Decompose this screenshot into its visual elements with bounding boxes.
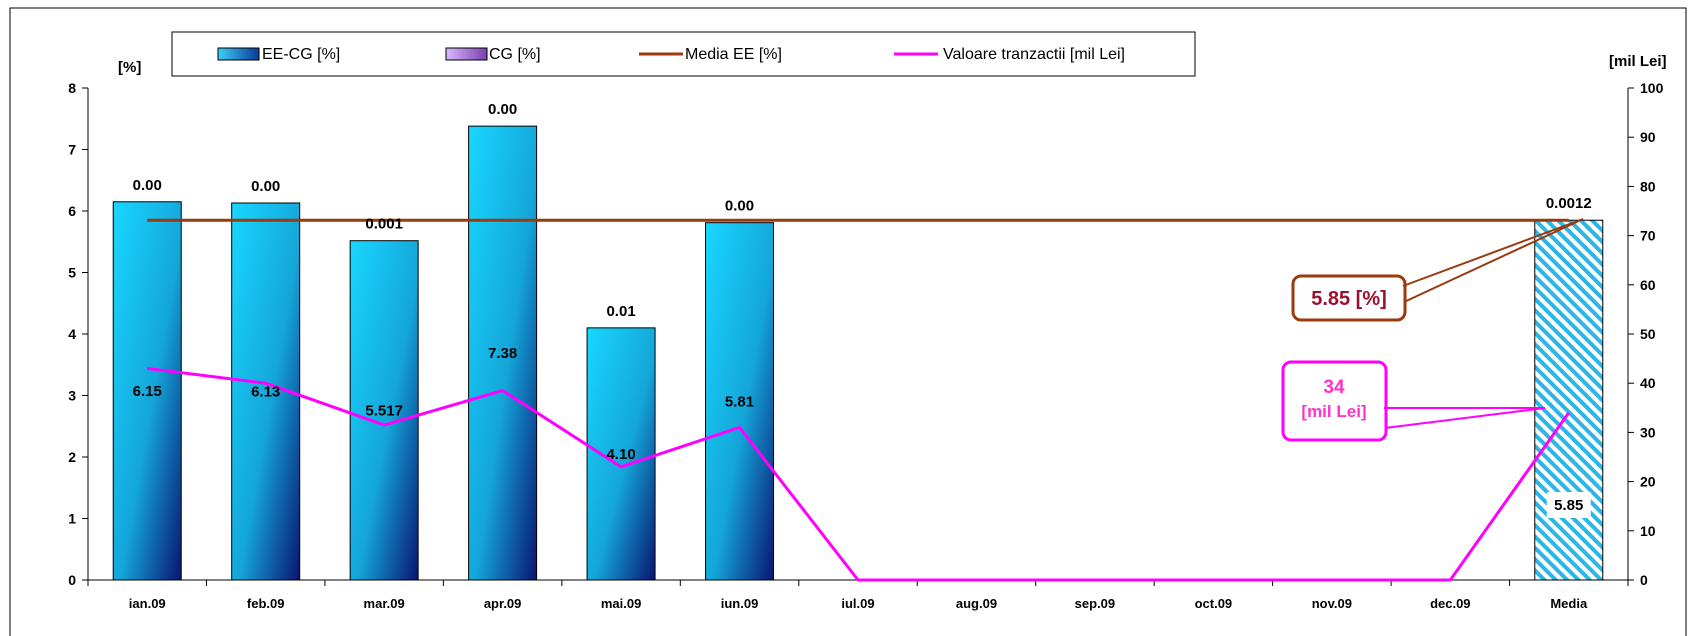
bars <box>112 125 1604 581</box>
callout-valoare: 34 [mil Lei] <box>1281 360 1546 442</box>
y-right-tick-label: 70 <box>1640 228 1656 244</box>
x-tick-label: nov.09 <box>1312 596 1352 611</box>
bar-ee-cg-media-label-bg <box>1546 492 1591 518</box>
y-left-tick-label: 0 <box>68 572 76 588</box>
bar-ee-cg-value-label: 7.38 <box>488 345 517 362</box>
callout-valoare-pointer <box>1384 407 1546 429</box>
x-tick-label: iul.09 <box>841 596 874 611</box>
y-left-tick-label: 4 <box>68 326 76 342</box>
bar-ee-cg-media <box>1534 219 1604 581</box>
legend-label-media-ee: Media EE [%] <box>685 46 782 63</box>
bar-ee-cg <box>112 201 182 581</box>
bar-ee-cg-value-label: 5.85 <box>1554 497 1583 514</box>
legend-label-ee-cg: EE-CG [%] <box>262 46 340 63</box>
x-ticks: ian.09 feb.09 mar.09 apr.09 mai.09 iun.09 iul.… <box>87 580 1629 611</box>
y-right-ticks: 0 10 20 30 40 50 60 70 80 90 100 <box>1628 80 1664 588</box>
y-left-tick-label: 5 <box>68 265 76 281</box>
bar-cg-value-label: 0.00 <box>251 178 280 195</box>
x-tick-label: Media <box>1550 596 1588 611</box>
bar-ee-cg-value-label: 6.15 <box>133 383 162 400</box>
y-right-tick-label: 80 <box>1640 178 1656 194</box>
y-right-tick-label: 20 <box>1640 474 1656 490</box>
x-tick-label: oct.09 <box>1195 596 1233 611</box>
bar-ee-cg <box>349 240 419 581</box>
x-tick-label: mar.09 <box>364 596 405 611</box>
bar-cg-value-label: 0.00 <box>488 101 517 118</box>
callout-media-ee-text: 5.85 [%] <box>1311 288 1387 310</box>
x-tick-label: ian.09 <box>129 596 166 611</box>
y-right-tick-label: 100 <box>1640 80 1664 96</box>
callout-valoare-value: 34 <box>1323 377 1345 398</box>
legend-box <box>171 31 1196 77</box>
y-right-tick-label: 90 <box>1640 129 1656 145</box>
x-tick-label: mai.09 <box>601 596 641 611</box>
bar-ee-cg-value-label: 4.10 <box>606 446 635 463</box>
data-labels: 6.15 0.00 6.13 0.00 5.517 0.001 7.38 0.00 4.10 0.… <box>133 101 1592 518</box>
x-tick-label: iun.09 <box>721 596 759 611</box>
y-left-tick-label: 7 <box>68 142 76 158</box>
callout-media-ee: 5.85 [%] <box>1291 218 1584 322</box>
lines <box>147 218 1570 582</box>
legend-swatch-ee-cg <box>217 47 260 61</box>
x-tick-label: apr.09 <box>484 596 522 611</box>
callout-media-ee-pointer <box>1402 218 1584 303</box>
legend: EE-CG [%] CG [%] Media EE [%] Valoare tr… <box>171 31 1196 77</box>
y-left-tick-label: 6 <box>68 203 76 219</box>
y-right-tick-label: 40 <box>1640 375 1656 391</box>
bar-cg-value-label: 0.00 <box>133 177 162 194</box>
line-valoare-tranzactii <box>147 366 1570 582</box>
y-left-tick-label: 1 <box>68 511 76 527</box>
bar-cg-value-label: 0.0012 <box>1546 195 1592 212</box>
bar-ee-cg-value-label: 5.517 <box>365 402 403 419</box>
callout-valoare-box <box>1281 360 1388 442</box>
y-left-tick-label: 3 <box>68 388 76 404</box>
bar-ee-cg-value-label: 6.13 <box>251 384 280 401</box>
x-tick-label: sep.09 <box>1075 596 1115 611</box>
y-right-tick-label: 30 <box>1640 424 1656 440</box>
y-right-tick-label: 60 <box>1640 277 1656 293</box>
y-right-tick-label: 10 <box>1640 523 1656 539</box>
x-tick-label: feb.09 <box>247 596 285 611</box>
legend-swatch-cg <box>445 47 488 61</box>
y-left-ticks: 0 1 2 3 4 5 6 7 8 <box>68 80 88 588</box>
callout-media-ee-box <box>1291 274 1407 322</box>
legend-label-cg: CG [%] <box>489 46 541 63</box>
bar-ee-cg <box>705 222 775 581</box>
x-tick-label: aug.09 <box>956 596 997 611</box>
legend-label-valoare: Valoare tranzactii [mil Lei] <box>943 46 1125 63</box>
chart-frame <box>9 7 1687 636</box>
y-right-tick-label: 50 <box>1640 326 1656 342</box>
y-left-tick-label: 8 <box>68 80 76 96</box>
bar-cg-value-label: 0.001 <box>365 216 403 233</box>
bar-cg-value-label: 0.00 <box>725 198 754 215</box>
bar-ee-cg <box>468 125 538 581</box>
callout-valoare-unit: [mil Lei] <box>1301 402 1366 421</box>
y-left-axis-title: [%] <box>118 59 141 76</box>
y-right-axis-title: [mil Lei] <box>1609 53 1667 70</box>
y-right-tick-label: 0 <box>1640 572 1648 588</box>
bar-ee-cg-value-label: 5.81 <box>725 393 754 410</box>
y-left-tick-label: 2 <box>68 449 76 465</box>
bar-cg-value-label: 0.01 <box>606 303 635 320</box>
x-tick-label: dec.09 <box>1430 596 1470 611</box>
